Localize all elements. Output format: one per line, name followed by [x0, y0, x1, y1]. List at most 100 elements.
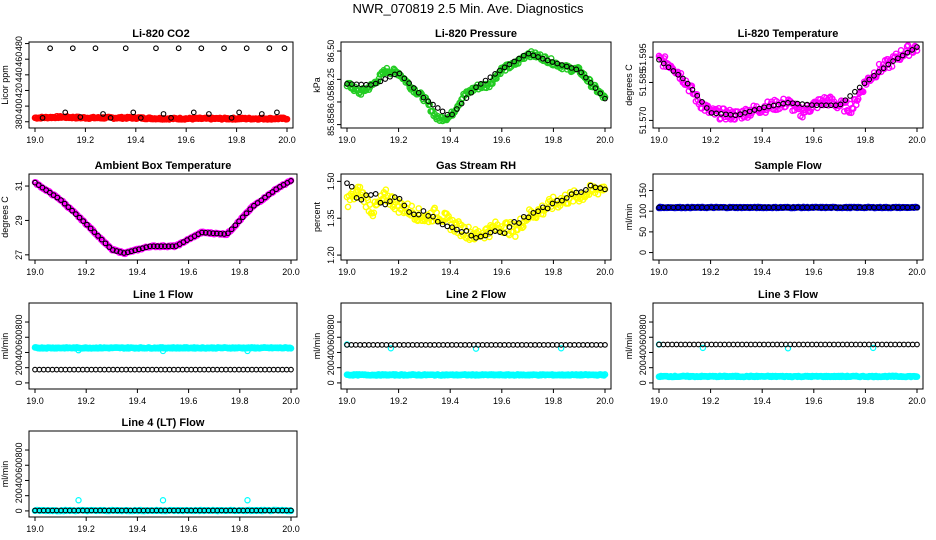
data-point	[449, 111, 455, 118]
data-point	[348, 183, 355, 190]
y-tick-label: 380	[14, 114, 24, 129]
data-point	[525, 50, 532, 57]
y-tick-label: 200	[638, 360, 648, 375]
data-point	[247, 206, 254, 213]
plot-data	[31, 497, 295, 515]
data-point	[43, 187, 49, 193]
x-tick-label: 19.2	[77, 267, 95, 277]
x-tick-label: 19.0	[650, 267, 668, 277]
data-point	[506, 224, 513, 230]
data-point	[477, 81, 484, 87]
data-point	[516, 220, 522, 226]
x-tick-label: 19.2	[390, 267, 408, 277]
data-point	[660, 60, 667, 67]
data-point	[35, 182, 42, 188]
chart-title: Li-820 CO2	[132, 28, 189, 40]
y-tick-label: 0	[638, 380, 648, 385]
y-tick-label: 27	[14, 250, 24, 260]
data-point	[568, 191, 575, 197]
data-point	[430, 213, 436, 220]
chart-panel-2: Li-820 Pressure kPa 19.0 19.2 19.4 19.6 19.8 20…	[312, 28, 614, 145]
data-point	[439, 221, 446, 228]
plot-frame	[652, 41, 924, 129]
data-point	[699, 344, 707, 352]
data-point	[563, 63, 570, 70]
data-point	[160, 111, 167, 117]
y-tick-label: 0	[326, 380, 336, 385]
data-point	[904, 49, 911, 56]
data-point	[206, 111, 212, 117]
data-point	[116, 133, 121, 138]
y-axis-label: ml/min	[0, 333, 10, 360]
x-tick-label: 19.4	[753, 396, 771, 406]
x-tick-label: 19.8	[545, 135, 563, 145]
x-tick-label: 20.0	[908, 267, 926, 277]
chart-title: Line 4 (LT) Flow	[122, 417, 205, 429]
data-point	[382, 201, 389, 208]
data-point	[406, 209, 412, 215]
data-point	[511, 58, 518, 65]
data-point	[487, 229, 494, 236]
data-point	[899, 52, 906, 59]
data-point	[501, 64, 508, 71]
data-point	[121, 250, 127, 256]
data-point	[425, 218, 432, 226]
data-point	[842, 97, 849, 104]
y-tick-label: 86.05	[326, 91, 336, 114]
data-point	[415, 89, 422, 96]
data-point	[136, 246, 142, 253]
data-point	[430, 101, 436, 108]
x-tick-label: 19.0	[650, 396, 668, 406]
x-tick-label: 19.8	[545, 267, 563, 277]
data-point	[890, 58, 896, 64]
x-tick-label: 20.0	[908, 396, 926, 406]
y-tick-label: 1.35	[326, 209, 336, 227]
data-point	[559, 62, 565, 68]
data-point	[482, 77, 489, 84]
data-point	[554, 60, 561, 67]
x-tick-label: 19.0	[26, 524, 44, 534]
data-point	[102, 240, 109, 247]
x-tick-label: 19.6	[805, 396, 823, 406]
y-axis-label: degrees C	[624, 64, 634, 106]
data-point	[117, 249, 124, 255]
x-tick-label: 19.8	[857, 135, 875, 145]
data-point	[434, 218, 441, 225]
data-point	[87, 225, 94, 232]
data-point	[225, 230, 231, 237]
data-point	[420, 208, 427, 214]
data-point	[587, 80, 594, 86]
plot-data	[655, 203, 921, 212]
data-point	[415, 205, 423, 212]
data-point	[288, 178, 294, 184]
data-point	[139, 245, 146, 252]
data-point	[165, 243, 172, 250]
x-tick-label: 19.2	[702, 396, 720, 406]
data-point	[283, 115, 291, 123]
y-tick-label: 200	[326, 360, 336, 375]
y-tick-label: 51.570	[638, 107, 648, 135]
data-point	[387, 345, 395, 352]
y-tick-label: 800	[14, 443, 24, 458]
data-point	[909, 47, 916, 53]
data-point	[458, 100, 465, 107]
data-point	[242, 129, 247, 134]
data-point	[426, 101, 433, 108]
y-tick-label: 400	[638, 345, 648, 360]
data-point	[561, 191, 569, 199]
data-point	[716, 115, 724, 123]
chart-panel-3: Li-820 Temperature degrees C 19.0 19.2 19.4 1…	[624, 28, 926, 145]
chart-panel-7: Line 1 Flow ml/min 19.0 19.2 19.4 19.6 19.8 20.…	[0, 289, 300, 406]
data-point	[578, 69, 584, 76]
plot-data	[31, 45, 291, 138]
data-point	[875, 69, 882, 75]
data-point	[69, 45, 76, 52]
data-point	[54, 194, 61, 201]
data-point	[549, 193, 557, 201]
data-point	[675, 71, 681, 78]
data-point	[199, 229, 205, 236]
data-point	[482, 232, 489, 239]
data-point	[143, 244, 150, 251]
y-tick-label: 0	[638, 250, 648, 255]
data-point	[859, 88, 867, 96]
